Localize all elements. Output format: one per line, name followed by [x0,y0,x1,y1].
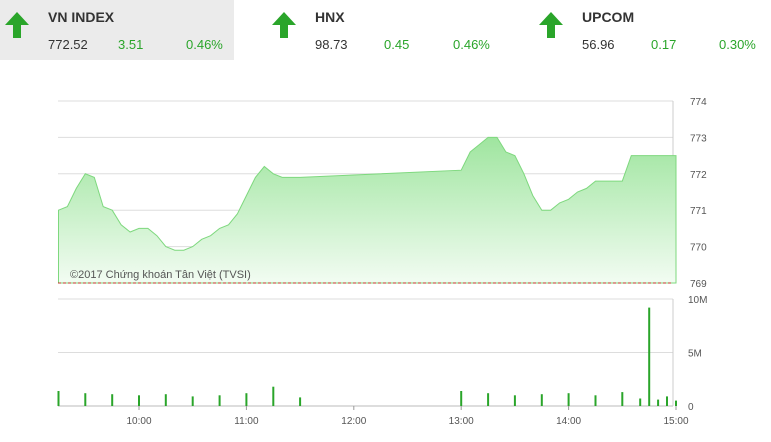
index-price: 56.96 [582,37,615,52]
watermark: ©2017 Chứng khoán Tân Việt (TVSI) [70,269,251,281]
index-tab-vnindex[interactable]: VN INDEX 772.52 3.51 0.46% [0,0,234,60]
x-tick-label: 10:00 [126,416,151,427]
index-percent: 0.46% [453,37,490,52]
intraday-chart: ©2017 Chứng khoán Tân Việt (TVSI) 774 773… [57,97,707,427]
price-y-tick: 770 [690,243,707,254]
index-name: HNX [315,9,345,25]
volume-bar [675,400,677,406]
volume-y-tick: 0 [688,402,694,413]
index-percent: 0.46% [186,37,223,52]
arrow-up-icon [539,12,563,38]
index-name: UPCOM [582,9,635,25]
index-price: 98.73 [315,37,348,52]
volume-bar [513,395,516,406]
volume-bar [594,395,597,406]
volume-bar [460,391,463,406]
volume-bar [657,399,660,406]
index-change: 3.51 [118,37,144,52]
volume-bar [57,391,60,406]
arrow-up-icon [5,12,29,38]
volume-y-tick: 10M [688,295,707,306]
volume-bar [621,392,624,406]
volume-bar [540,394,543,406]
volume-bar [245,393,248,406]
x-tick-label: 11:00 [234,416,259,427]
x-tick-label: 15:00 [663,416,688,427]
price-area [58,136,677,284]
index-change: 0.45 [384,37,410,52]
volume-y-tick: 5M [688,349,702,360]
price-y-tick: 773 [690,133,707,144]
price-y-tick: 774 [690,97,707,108]
volume-bar [666,396,668,406]
volume-bar [272,386,275,406]
index-percent: 0.30% [719,37,756,52]
x-tick-label: 13:00 [449,416,474,427]
volume-bar [299,397,302,406]
volume-bar [567,393,570,406]
volume-bar [111,394,114,406]
index-tab-hnx[interactable]: HNX 98.73 0.45 0.46% [267,0,501,60]
price-y-tick: 769 [690,279,707,290]
x-tick-label: 12:00 [341,416,366,427]
price-y-tick: 772 [690,170,707,181]
volume-bar [164,394,167,406]
index-price: 772.52 [48,37,88,52]
volume-bar [191,396,194,406]
volume-bar [138,395,140,406]
x-tick-label: 14:00 [556,416,581,427]
volume-bar [218,395,221,406]
volume-bar [639,398,642,406]
index-tab-upcom[interactable]: UPCOM 56.96 0.17 0.30% [534,0,771,60]
volume-bar [487,393,490,406]
index-change: 0.17 [651,37,677,52]
volume-bar [84,393,87,406]
price-y-tick: 771 [690,206,707,217]
volume-bar [648,307,651,406]
arrow-up-icon [272,12,296,38]
index-name: VN INDEX [48,9,115,25]
